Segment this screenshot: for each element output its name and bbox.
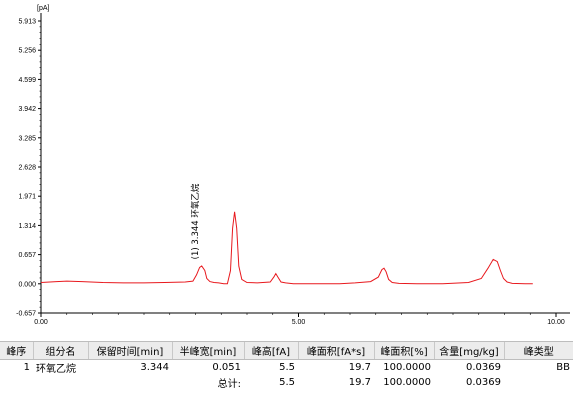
col-header-peak-type[interactable]: 峰类型 [503,341,573,360]
col-header-half-width[interactable]: 半峰宽[min] [171,341,244,360]
cell-peak-area-pct: 100.0000 [383,362,431,373]
total-peak-area: 19.7 [348,377,371,388]
y-tick-label: 0.657 [18,252,36,259]
y-tick-label: -0.657 [16,311,36,318]
total-content: 0.0369 [466,377,501,388]
cell-peak-area: 19.7 [348,362,371,373]
total-peak-area-pct: 100.0000 [383,377,431,388]
total-peak-type [504,375,573,390]
col-header-retention-time[interactable]: 保留时间[min] [87,341,172,360]
col-header-component[interactable]: 组分名 [32,341,88,360]
chromatogram-svg: [pA] 5.913 5.256 4.599 3.942 3.285 2.628 1.971… [16,5,570,326]
y-tick-label: 3.285 [18,135,36,142]
x-tick-label: 5.00 [292,319,306,326]
peak-label: (1) 3.344 环氧乙烷 [190,183,201,259]
col-header-peak-no[interactable]: 峰序 [0,341,33,360]
cell-peak-height: 5.5 [279,362,295,373]
cell-peak-type: BB [556,362,570,373]
x-axis: 0.00 5.00 10.00 [34,312,570,326]
y-unit-label: [pA] [37,5,50,12]
cell-empty [33,375,88,390]
cell-content: 0.0369 [466,362,501,373]
y-tick-label: 0.000 [18,281,36,288]
cell-empty [88,375,172,390]
table-row[interactable]: 1 环氧乙烷 3.344 0.051 5.5 19.7 100.0000 0.0… [0,360,573,375]
total-peak-height: 5.5 [279,377,295,388]
col-header-peak-height[interactable]: 峰高[fA] [243,341,298,360]
total-label: 总计: [217,379,241,390]
x-tick-label: 0.00 [34,319,48,326]
annotations: (1) 3.344 环氧乙烷 [190,183,201,259]
table-total-row: 总计: 5.5 19.7 100.0000 0.0369 [0,375,573,390]
cell-peak-no: 1 [23,362,30,373]
y-tick-label: 4.599 [18,77,36,84]
col-header-content[interactable]: 含量[mg/kg] [433,341,504,360]
cell-empty [0,375,33,390]
cell-half-width: 0.051 [212,362,241,373]
x-tick-label: 10.00 [547,319,565,326]
series-group [40,211,533,285]
results-table: 峰序 组分名 保留时间[min] 半峰宽[min] 峰高[fA] 峰面积[fA*… [0,341,573,390]
cell-retention-time: 3.344 [140,362,169,373]
y-tick-label: 5.913 [18,19,36,26]
y-tick-label: 1.971 [18,194,36,201]
col-header-peak-area[interactable]: 峰面积[fA*s] [297,341,374,360]
y-tick-label: 5.256 [18,48,36,55]
table-header-row: 峰序 组分名 保留时间[min] 半峰宽[min] 峰高[fA] 峰面积[fA*… [0,341,573,360]
cell-component: 环氧乙烷 [36,364,76,375]
y-axis: 5.913 5.256 4.599 3.942 3.285 2.628 1.971 1.314… [16,13,42,318]
y-tick-label: 3.942 [18,106,36,113]
y-tick-label: 1.314 [18,223,36,230]
chromatogram-chart: [pA] 5.913 5.256 4.599 3.942 3.285 2.628 1.971… [16,5,570,326]
series-line [40,211,533,285]
y-tick-label: 2.628 [18,165,36,172]
col-header-peak-area-pct[interactable]: 峰面积[%] [373,341,434,360]
